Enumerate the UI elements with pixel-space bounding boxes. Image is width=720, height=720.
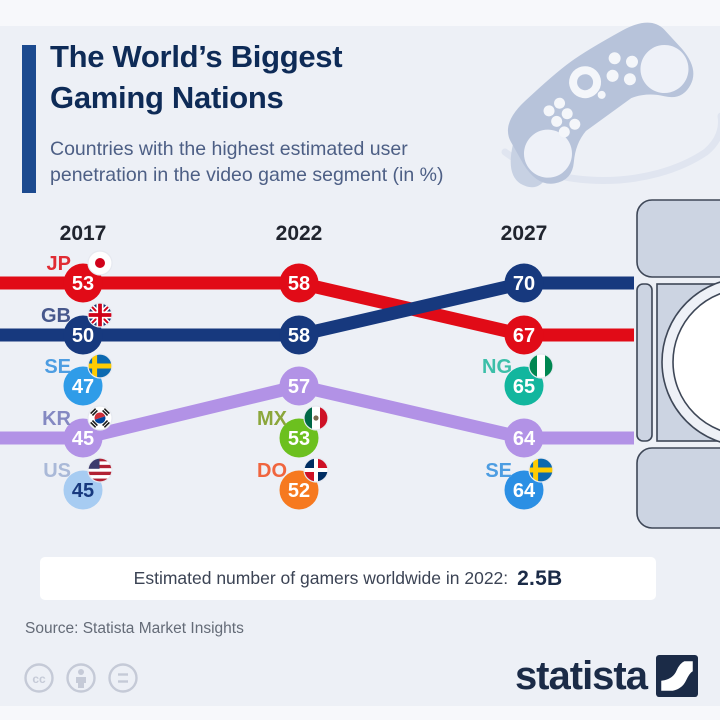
nigeria-flag-icon (528, 353, 554, 379)
united-states-flag-icon (87, 457, 113, 483)
page-title: The World’s Biggest Gaming Nations (50, 36, 530, 118)
controller-ring-hole (577, 74, 594, 91)
point-MX-2022-label: MX (257, 408, 288, 430)
point-SE-2027-label: SE (485, 460, 512, 482)
south-korea-flag-icon (87, 405, 113, 431)
banner-value: 2.5B (517, 566, 563, 590)
sweden-flag-icon (528, 457, 554, 483)
series-GB-2017-value: 50 (72, 325, 94, 347)
sweden-flag-icon (87, 353, 113, 379)
series-KR-2027-value: 64 (513, 428, 536, 450)
console-side-strip (636, 283, 653, 442)
point-SE-2017-value: 47 (72, 376, 94, 398)
series-GB-2027-dot (504, 263, 544, 303)
cc-license-icon (24, 663, 54, 693)
dominican-republic-flag-icon (303, 457, 329, 483)
series-KR-2027-dot (504, 418, 544, 458)
series-KR-2022-value: 57 (288, 376, 310, 398)
statista-wordmark: statista (514, 654, 648, 698)
year-label-2027: 2027 (501, 222, 548, 245)
point-SE-2017-label: SE (44, 356, 71, 378)
controller-action-buttons (597, 52, 638, 99)
cc-nd-icon (108, 663, 138, 693)
mexico-flag-icon (303, 405, 329, 431)
series-KR-2022-dot (279, 366, 319, 406)
point-MX-2022-value: 53 (288, 428, 310, 450)
series-JP-2027-dot (504, 315, 544, 355)
logo-swoosh (661, 661, 693, 691)
console-top-segment (636, 199, 720, 278)
game-console-icon (636, 199, 720, 529)
subtitle-line2: penetration in the video game segment (i… (50, 164, 444, 186)
game-controller-icon (501, 22, 720, 188)
series-JP-2017-value: 53 (72, 273, 94, 295)
series-GB-2022-value: 58 (288, 325, 310, 347)
console-bottom-segment (636, 447, 720, 529)
point-DO-2022-value: 52 (288, 480, 310, 502)
source-note: Source: Statista Market Insights (25, 620, 244, 637)
statista-logo-mark (656, 655, 698, 697)
cc-attribution-icon (66, 663, 96, 693)
title-accent-bar (22, 45, 36, 193)
console-disc-inner (672, 292, 720, 432)
point-NG-2027-label: NG (482, 356, 512, 378)
statista-brand: statista (515, 650, 698, 702)
series-GB-2027-value: 70 (513, 273, 535, 295)
series-JP-2022-dot (279, 263, 319, 303)
controller-left-grip (523, 129, 572, 178)
series-GB-2022-dot (279, 315, 319, 355)
banner-text: Estimated number of gamers worldwide in … (133, 568, 509, 588)
key-fact-banner: Estimated number of gamers worldwide in … (40, 557, 656, 600)
year-label-2017: 2017 (60, 222, 107, 245)
subtitle-line1: Countries with the highest estimated use… (50, 138, 408, 160)
year-label-2022: 2022 (276, 222, 323, 245)
point-NG-2027-value: 65 (513, 376, 535, 398)
cc-person-glyph (76, 669, 86, 688)
japan-flag-icon (87, 250, 113, 276)
point-DO-2022-label: DO (257, 460, 287, 482)
cc-letters: cc (32, 672, 46, 686)
series-GB-label: GB (41, 305, 71, 327)
point-US-2017-label: US (43, 460, 71, 482)
controller-dpad-dots (543, 97, 581, 138)
title-line1: The World’s Biggest (50, 39, 343, 74)
point-US-2017-value: 45 (72, 480, 94, 502)
series-KR-2017-value: 45 (72, 428, 94, 450)
series-JP-2022-value: 58 (288, 273, 310, 295)
series-JP-label: JP (47, 253, 71, 275)
series-KR-label: KR (42, 408, 71, 430)
controller-right-grip (640, 45, 689, 94)
cc-license-icons: cc (24, 663, 138, 693)
title-line2: Gaming Nations (50, 80, 284, 115)
page-subtitle: Countries with the highest estimated use… (50, 136, 570, 188)
series-JP-2027-value: 67 (513, 325, 535, 347)
point-SE-2027-value: 64 (513, 480, 536, 502)
united-kingdom-flag-icon (87, 302, 113, 328)
